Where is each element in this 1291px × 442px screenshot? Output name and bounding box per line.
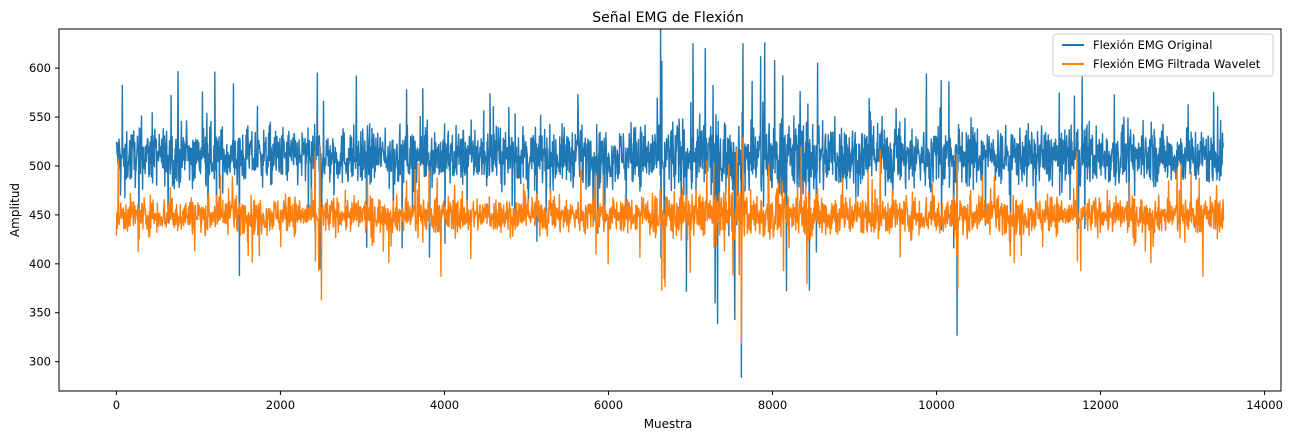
legend-label-original: Flexión EMG Original [1093, 38, 1212, 52]
series-line-filtered [115, 136, 1225, 344]
x-tick-label: 6000 [594, 398, 623, 412]
series-line-original [115, 29, 1225, 378]
x-tick-label: 8000 [758, 398, 787, 412]
y-tick-label: 600 [29, 61, 51, 75]
x-tick-label: 2000 [266, 398, 295, 412]
x-tick-label: 12000 [1082, 398, 1119, 412]
x-tick-label: 10000 [918, 398, 955, 412]
y-axis-ticks: 300 350 400 450 500 550 600 [29, 61, 59, 369]
y-tick-label: 350 [29, 306, 51, 320]
x-axis-label: Muestra [644, 417, 693, 431]
chart-title: Señal EMG de Flexión [592, 10, 743, 26]
legend-label-filtered: Flexión EMG Filtrada Wavelet [1093, 57, 1261, 71]
legend: Flexión EMG Original Flexión EMG Filtrad… [1052, 33, 1274, 77]
y-tick-label: 450 [29, 208, 51, 222]
y-tick-label: 550 [29, 110, 51, 124]
x-tick-label: 0 [113, 398, 120, 412]
series-layer [115, 29, 1225, 378]
x-axis-ticks: 0 2000 4000 6000 8000 10000 12000 14000 [113, 391, 1283, 412]
y-tick-label: 300 [29, 355, 51, 369]
plot-frame [58, 28, 1282, 392]
y-tick-label: 400 [29, 257, 51, 271]
y-axis-label: Amplitud [8, 183, 22, 237]
x-tick-label: 4000 [430, 398, 459, 412]
legend-box [1052, 33, 1274, 77]
y-tick-label: 500 [29, 159, 51, 173]
x-tick-label: 14000 [1246, 398, 1283, 412]
